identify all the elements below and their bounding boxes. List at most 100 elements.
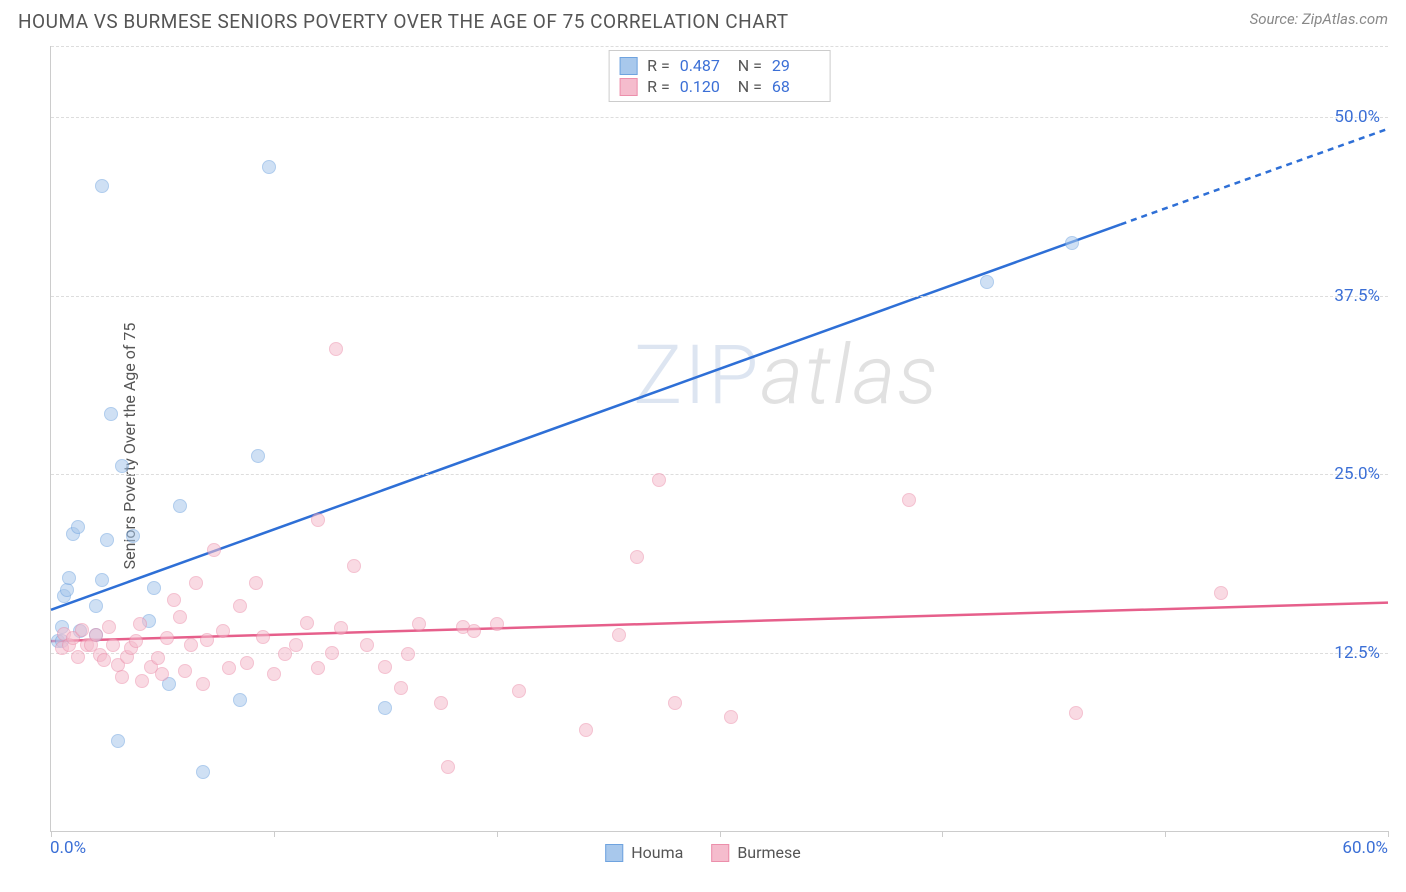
data-point [347,559,361,573]
data-point [167,593,181,607]
data-point [902,493,916,507]
legend-row-houma: R = 0.487 N = 29 [619,55,820,76]
legend-item-houma: Houma [605,843,683,862]
chart-title: HOUMA VS BURMESE SENIORS POVERTY OVER TH… [18,10,789,33]
data-point [668,696,682,710]
data-point [325,646,339,660]
source-attribution: Source: ZipAtlas.com [1250,10,1388,28]
x-axis-min-label: 0.0% [50,838,86,858]
n-value-burmese: 68 [772,77,820,96]
gridline [51,117,1388,118]
data-point [160,631,174,645]
correlation-legend: R = 0.487 N = 29 R = 0.120 N = 68 [608,50,831,102]
x-axis-max-label: 60.0% [1342,838,1388,858]
data-point [196,677,210,691]
x-tick [51,831,52,837]
data-point [222,661,236,675]
data-point [249,576,263,590]
data-point [262,160,276,174]
y-tick-label: 37.5% [1334,286,1380,306]
gridline [51,46,1388,47]
data-point [173,610,187,624]
data-point [1214,586,1228,600]
data-point [401,647,415,661]
data-point [184,638,198,652]
data-point [289,638,303,652]
data-point [147,581,161,595]
data-point [102,620,116,634]
data-point [240,656,254,670]
data-point [378,660,392,674]
data-point [196,765,210,779]
gridline [51,653,1388,654]
legend-swatch-houma [605,844,623,862]
gridline [51,296,1388,297]
data-point [512,684,526,698]
data-point [329,342,343,356]
data-point [89,628,103,642]
data-point [360,638,374,652]
data-point [106,638,120,652]
legend-row-burmese: R = 0.120 N = 68 [619,76,820,97]
data-point [155,667,169,681]
data-point [207,543,221,557]
data-point [980,275,994,289]
data-point [233,693,247,707]
swatch-burmese [619,78,637,96]
x-tick [1388,831,1389,837]
trend-lines [51,46,1388,831]
data-point [579,723,593,737]
data-point [311,513,325,527]
swatch-houma [619,57,637,75]
data-point [251,449,265,463]
gridline [51,474,1388,475]
data-point [394,681,408,695]
y-tick-label: 12.5% [1334,643,1380,663]
data-point [724,710,738,724]
data-point [71,520,85,534]
data-point [115,670,129,684]
data-point [311,661,325,675]
data-point [89,599,103,613]
data-point [612,628,626,642]
data-point [97,653,111,667]
data-point [467,624,481,638]
data-point [490,617,504,631]
legend-item-burmese: Burmese [711,843,800,862]
data-point [133,617,147,631]
data-point [100,533,114,547]
y-tick-label: 50.0% [1334,107,1380,127]
r-value-houma: 0.487 [680,56,728,75]
x-tick [497,831,498,837]
data-point [135,674,149,688]
x-tick [942,831,943,837]
data-point [151,651,165,665]
scatter-chart: ZIPatlas R = 0.487 N = 29 R = 0.120 N = … [50,46,1388,832]
legend-label-houma: Houma [631,843,683,862]
y-tick-label: 25.0% [1334,464,1380,484]
data-point [75,623,89,637]
data-point [300,616,314,630]
n-value-houma: 29 [772,56,820,75]
x-tick [720,831,721,837]
data-point [267,667,281,681]
data-point [189,576,203,590]
data-point [216,624,230,638]
data-point [412,617,426,631]
data-point [434,696,448,710]
data-point [126,529,140,543]
x-tick [274,831,275,837]
data-point [95,573,109,587]
data-point [1065,236,1079,250]
data-point [71,650,85,664]
data-point [95,179,109,193]
data-point [173,499,187,513]
data-point [200,633,214,647]
data-point [115,459,129,473]
data-point [62,571,76,585]
data-point [233,599,247,613]
series-legend: Houma Burmese [605,843,801,862]
r-value-burmese: 0.120 [680,77,728,96]
data-point [256,630,270,644]
data-point [178,664,192,678]
